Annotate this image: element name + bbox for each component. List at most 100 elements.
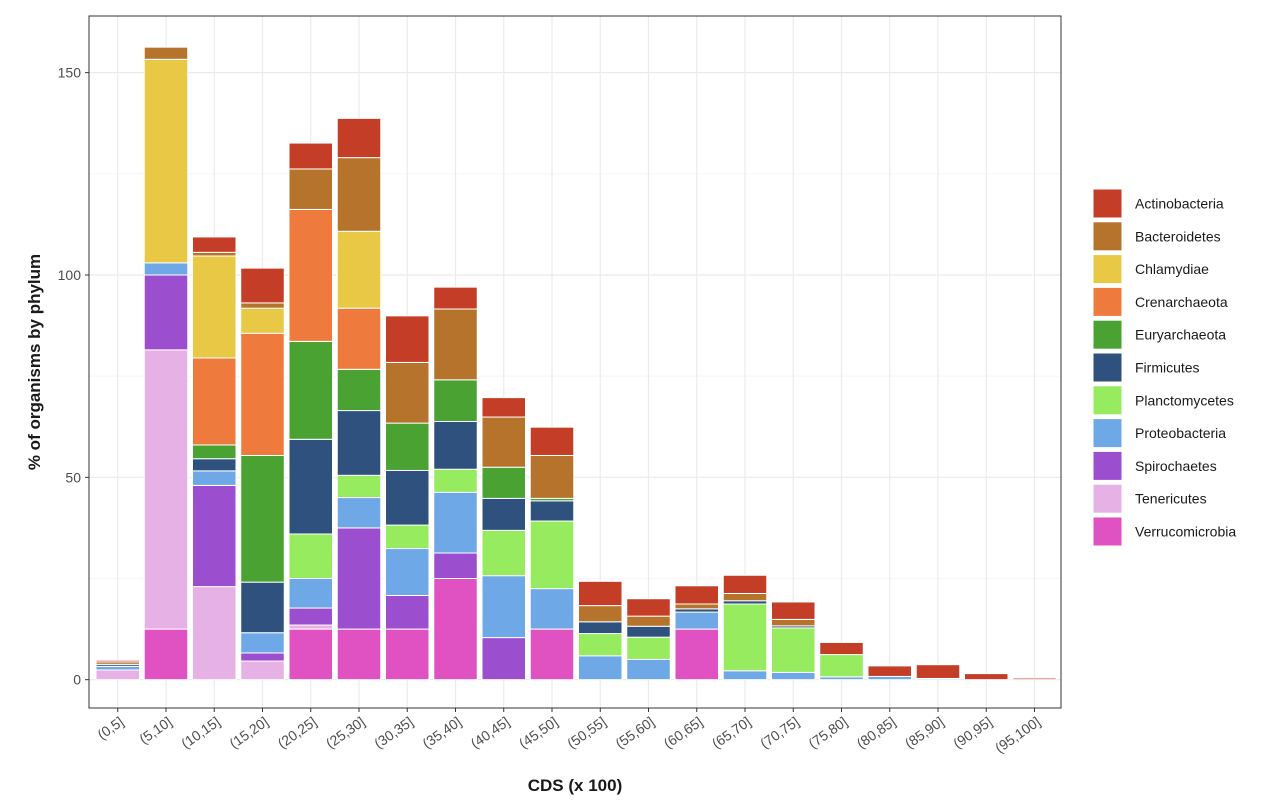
legend-label-actinobacteria: Actinobacteria xyxy=(1135,196,1224,212)
bar-segment-chlamydiae xyxy=(336,230,382,309)
bar-segment-tenericutes xyxy=(288,624,333,630)
legend-key-actinobacteria xyxy=(1092,188,1123,219)
x-tick-label: (95,100] xyxy=(992,713,1043,756)
bar-segment-euryarchaeota xyxy=(288,340,333,440)
bar-segment-crenarchaeota xyxy=(192,357,237,446)
bar-segment-planctomycetes xyxy=(578,633,623,657)
bar-segment-planctomycetes xyxy=(433,468,478,493)
bar-segment-firmicutes xyxy=(578,621,623,635)
bar-segment-actinobacteria xyxy=(481,397,526,418)
bar-segment-chlamydiae xyxy=(143,58,189,264)
legend-key-planctomycetes xyxy=(1092,385,1123,416)
bar-segment-bacteroidetes xyxy=(143,46,189,60)
y-tick-label: 0 xyxy=(73,672,81,688)
bar-segment-actinobacteria xyxy=(433,286,478,310)
bar-segment-actinobacteria xyxy=(240,267,285,304)
bar-segment-proteobacteria xyxy=(578,655,623,681)
panel-border xyxy=(88,15,1062,709)
x-tick-label: (75,80] xyxy=(805,713,850,751)
bar-segment-planctomycetes xyxy=(385,524,430,550)
bar-segment-actinobacteria xyxy=(192,236,237,253)
bar-segment-actinobacteria xyxy=(867,665,912,677)
bar-segment-firmicutes xyxy=(288,438,333,535)
bar-segment-proteobacteria xyxy=(626,658,671,681)
legend-label-crenarchaeota: Crenarchaeota xyxy=(1135,294,1228,310)
bar-segment-chlamydiae xyxy=(240,307,285,334)
x-tick-label: (10,15] xyxy=(178,713,223,751)
bar-segment-euryarchaeota xyxy=(385,422,430,471)
bar-segment-bacteroidetes xyxy=(529,454,575,499)
bar-segment-verrucomicrobia xyxy=(385,628,430,681)
bars xyxy=(95,46,1057,681)
x-tick-label: (25,30] xyxy=(323,713,368,751)
bar-segment-spirochaetes xyxy=(288,607,333,626)
bar-segment-firmicutes xyxy=(529,500,575,522)
bar-segment-actinobacteria xyxy=(626,598,671,617)
legend-key-crenarchaeota xyxy=(1092,286,1123,317)
bar-segment-firmicutes xyxy=(192,458,237,472)
bar-segment-bacteroidetes xyxy=(481,416,526,468)
bar-segment-firmicutes xyxy=(385,469,430,526)
bar-segment-bacteroidetes xyxy=(771,618,816,627)
x-tick-label: (55,60] xyxy=(612,713,657,751)
legend-label-verrucomicrobia: Verrucomicrobia xyxy=(1135,524,1236,540)
bar-segment-actinobacteria xyxy=(385,315,430,363)
bar-segment-bacteroidetes xyxy=(336,157,382,232)
legend-key-spirochaetes xyxy=(1092,450,1123,481)
bar-segment-euryarchaeota xyxy=(433,379,478,422)
bar-segment-spirochaetes xyxy=(385,594,430,630)
bar-segment-verrucomicrobia xyxy=(674,628,719,681)
x-tick-label: (50,55] xyxy=(564,713,609,751)
bar-segment-proteobacteria xyxy=(288,578,333,609)
legend-label-proteobacteria: Proteobacteria xyxy=(1135,425,1226,441)
x-tick-label: (45,50] xyxy=(516,713,561,751)
x-tick-label: (30,35] xyxy=(371,713,416,751)
bar-segment-verrucomicrobia xyxy=(143,628,189,681)
bar-segment-firmicutes xyxy=(481,497,526,531)
bar-segment-proteobacteria xyxy=(240,632,285,654)
bar-segment-planctomycetes xyxy=(529,520,575,590)
bar-segment-proteobacteria xyxy=(385,548,430,596)
bar-segment-actinobacteria xyxy=(336,117,382,159)
bar-segment-proteobacteria xyxy=(336,497,382,529)
bar-segment-actinobacteria xyxy=(819,641,864,656)
bar-segment-bacteroidetes xyxy=(626,615,671,627)
bar-segment-tenericutes xyxy=(192,586,237,681)
x-tick-label: (85,90] xyxy=(902,713,947,751)
bar-segment-tenericutes xyxy=(143,349,189,630)
bar-segment-crenarchaeota xyxy=(288,208,333,342)
bar-segment-proteobacteria xyxy=(771,671,816,681)
bar-segment-planctomycetes xyxy=(722,603,768,672)
bar-segment-proteobacteria xyxy=(481,575,526,639)
bar-segment-bacteroidetes xyxy=(578,605,623,623)
legend-label-planctomycetes: Planctomycetes xyxy=(1135,392,1234,408)
bar-segment-actinobacteria xyxy=(915,664,961,679)
legend-label-tenericutes: Tenericutes xyxy=(1135,491,1207,507)
bar-segment-actinobacteria xyxy=(1012,677,1057,681)
bar-segment-verrucomicrobia xyxy=(288,628,333,681)
bar-segment-euryarchaeota xyxy=(192,444,237,460)
bar-segment-proteobacteria xyxy=(95,665,140,671)
bar-segment-actinobacteria xyxy=(771,601,816,620)
legend: Actinobacteria Bacteroidetes Chlamydiae Cre… xyxy=(1092,188,1236,547)
bar-segment-chlamydiae xyxy=(192,255,237,359)
bar-segment-bacteroidetes xyxy=(192,251,237,257)
y-axis: 0 50 100 150 xyxy=(58,65,89,688)
legend-label-firmicutes: Firmicutes xyxy=(1135,360,1200,376)
bar-segment-euryarchaeota xyxy=(240,454,285,583)
bar-segment-euryarchaeota xyxy=(481,466,526,499)
legend-key-bacteroidetes xyxy=(1092,221,1123,252)
bar-segment-spirochaetes xyxy=(192,484,237,588)
legend-key-verrucomicrobia xyxy=(1092,516,1123,547)
bar-segment-firmicutes xyxy=(433,420,478,470)
x-tick-label: (5,10] xyxy=(136,713,175,747)
x-tick-label: (90,95] xyxy=(950,713,995,751)
bar-segment-proteobacteria xyxy=(674,611,719,630)
bar-segment-actinobacteria xyxy=(95,659,140,663)
bar-segment-planctomycetes xyxy=(481,529,526,577)
bar-segment-actinobacteria xyxy=(578,580,623,607)
legend-label-euryarchaeota: Euryarchaeota xyxy=(1135,327,1226,343)
bar-segment-bacteroidetes xyxy=(288,168,333,210)
bar-segment-proteobacteria xyxy=(192,470,237,486)
y-tick-label: 50 xyxy=(65,469,81,485)
